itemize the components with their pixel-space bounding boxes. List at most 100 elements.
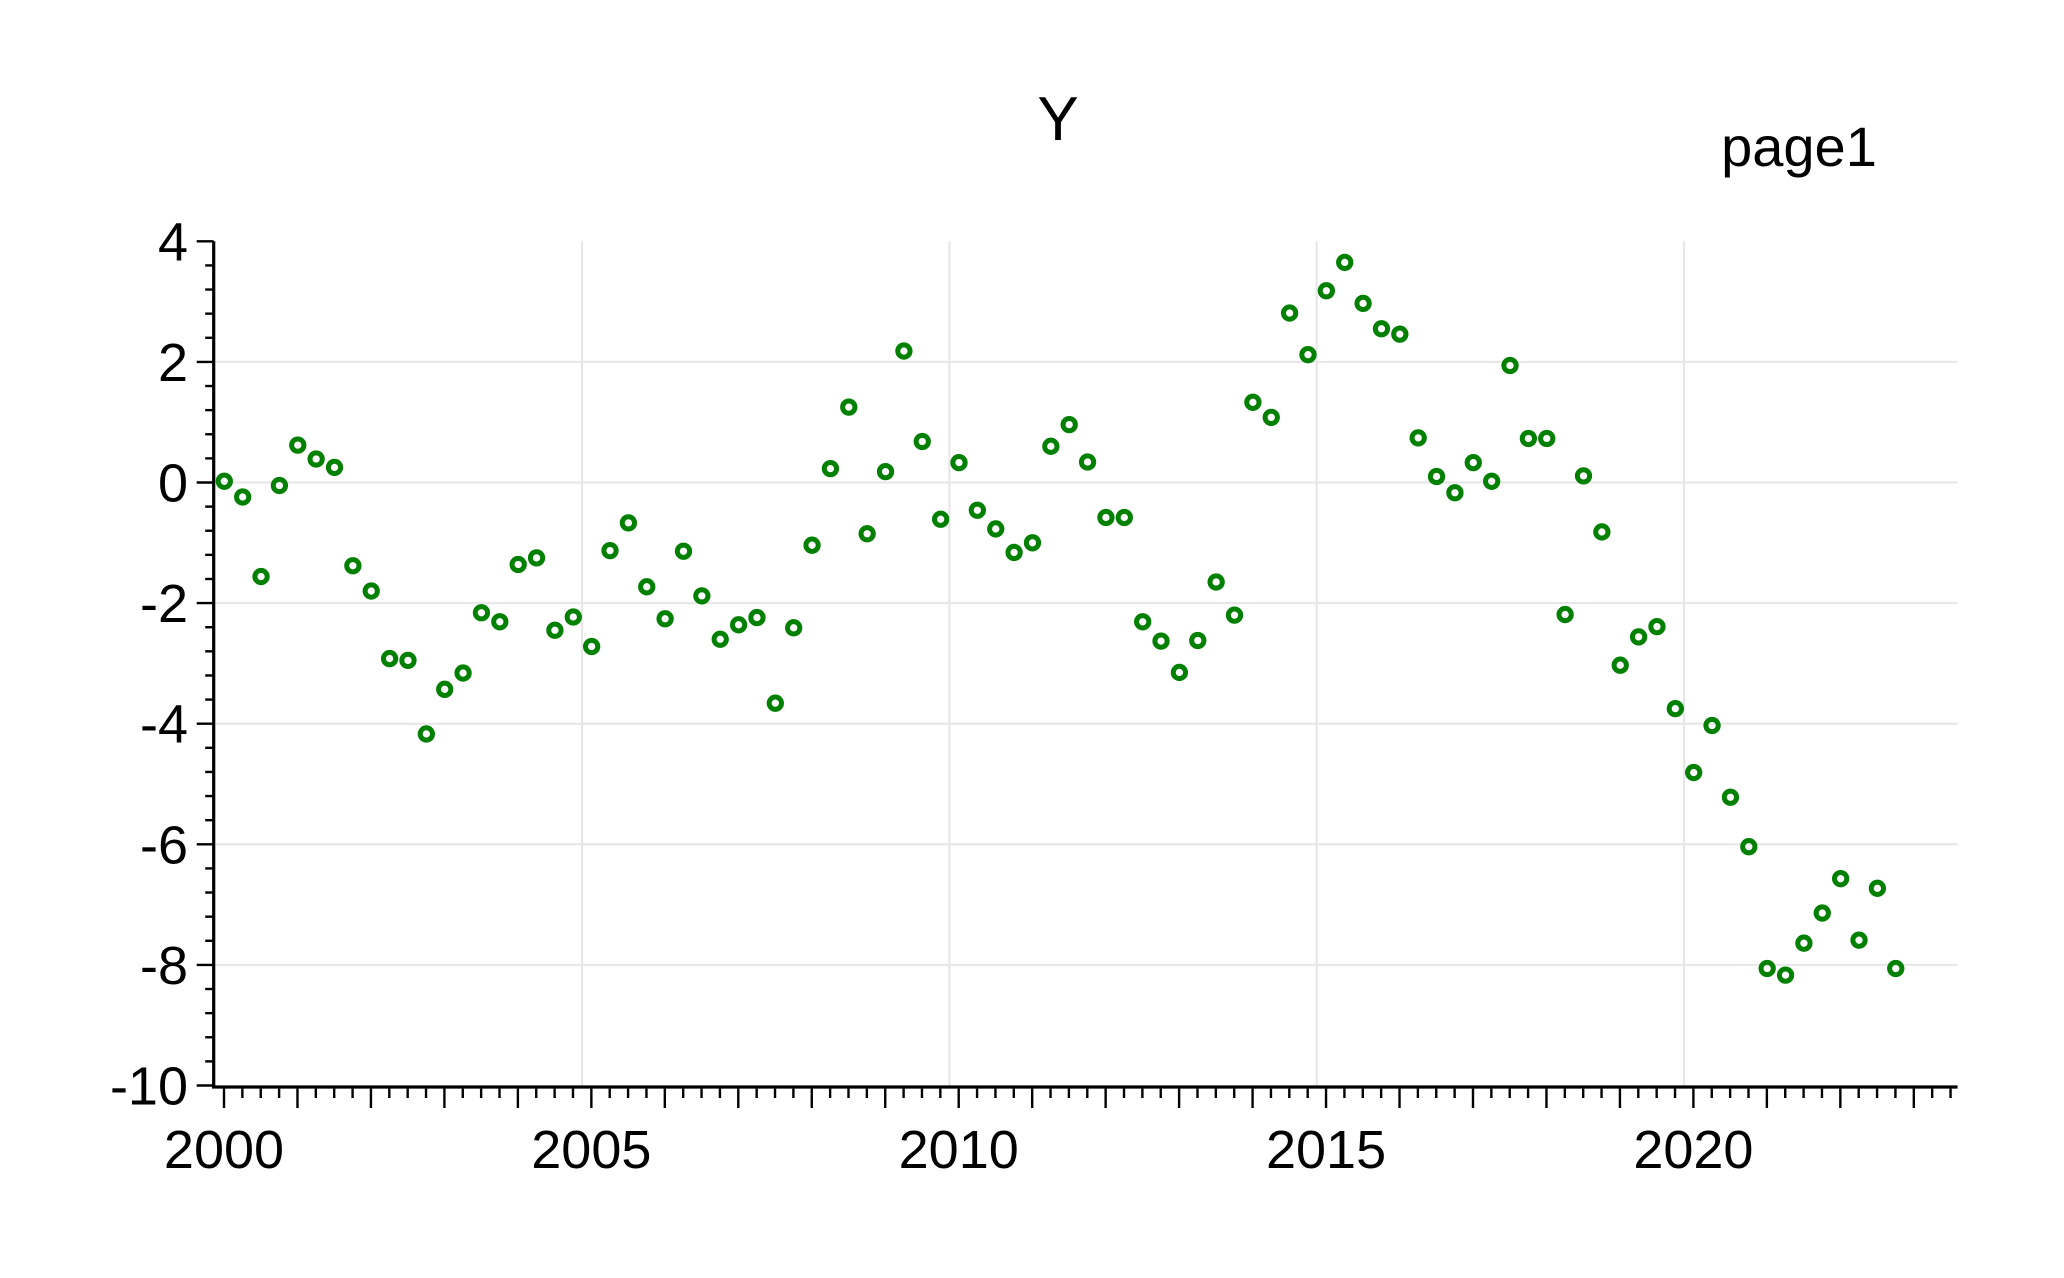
data-point xyxy=(1134,613,1152,631)
data-point xyxy=(1868,879,1887,897)
data-point xyxy=(1078,453,1097,471)
data-point xyxy=(1611,656,1629,674)
data-point xyxy=(950,453,968,472)
data-point xyxy=(674,542,693,560)
data-point xyxy=(1740,838,1758,856)
data-point xyxy=(1519,429,1538,448)
page-label: page1 xyxy=(1721,115,1877,178)
data-point xyxy=(1336,253,1354,272)
data-point xyxy=(1372,320,1391,338)
data-point xyxy=(619,514,638,532)
data-point xyxy=(362,582,380,600)
x-tick-label: 2000 xyxy=(164,1120,284,1180)
data-points xyxy=(215,253,1905,984)
data-point xyxy=(711,630,729,648)
data-point xyxy=(1317,282,1335,300)
data-point xyxy=(1115,508,1133,527)
x-tick-label: 2005 xyxy=(531,1120,651,1180)
data-point xyxy=(380,649,399,668)
data-point xyxy=(1354,294,1372,313)
data-point xyxy=(1703,716,1721,735)
data-point xyxy=(307,450,325,468)
y-tick-label: -8 xyxy=(140,936,188,996)
data-point xyxy=(527,549,546,567)
data-point xyxy=(1152,632,1170,650)
data-point xyxy=(1538,429,1556,448)
data-point xyxy=(1464,453,1482,472)
data-point xyxy=(1207,573,1225,591)
x-tick-label: 2015 xyxy=(1266,1120,1386,1180)
data-point xyxy=(1721,788,1740,806)
data-point xyxy=(1189,631,1207,650)
data-point xyxy=(546,621,564,639)
data-point xyxy=(748,608,766,627)
data-point xyxy=(1813,904,1831,922)
data-point xyxy=(472,604,491,622)
data-point xyxy=(803,536,821,554)
data-point xyxy=(1850,931,1868,949)
data-point xyxy=(325,458,344,477)
data-point xyxy=(583,637,601,656)
data-point xyxy=(656,610,674,628)
data-point xyxy=(1042,437,1060,455)
data-point xyxy=(564,608,582,626)
data-point xyxy=(1629,628,1648,646)
data-point xyxy=(1501,356,1519,375)
data-point xyxy=(858,525,876,543)
data-point xyxy=(840,398,858,416)
y-tick-label: 4 xyxy=(158,212,188,272)
y-tick-label: -6 xyxy=(140,815,188,875)
data-point xyxy=(913,432,931,451)
y-tick-label: 0 xyxy=(158,454,188,514)
data-point xyxy=(1005,543,1023,562)
data-point xyxy=(1262,408,1280,427)
data-point xyxy=(1280,304,1299,322)
data-point xyxy=(1427,467,1446,486)
data-point xyxy=(1887,959,1905,978)
chart-title: Y xyxy=(1037,85,1078,154)
y-tick-label: -10 xyxy=(110,1057,188,1117)
axis-ticks xyxy=(196,240,1952,1108)
data-point xyxy=(1244,393,1262,411)
data-point xyxy=(1648,617,1666,636)
data-point xyxy=(399,651,417,670)
data-point xyxy=(895,342,913,360)
data-point xyxy=(1685,763,1703,782)
data-point xyxy=(1831,870,1850,888)
data-point xyxy=(1483,472,1501,490)
data-point xyxy=(344,557,362,575)
data-point xyxy=(1097,508,1115,527)
data-point xyxy=(1023,534,1042,552)
data-point xyxy=(1795,934,1813,952)
data-point xyxy=(491,613,509,631)
data-point xyxy=(509,555,527,574)
data-point xyxy=(968,501,987,519)
data-point xyxy=(1776,966,1795,984)
data-point xyxy=(766,694,784,712)
x-tick-label: 2010 xyxy=(899,1120,1019,1180)
y-tick-label: 2 xyxy=(158,333,188,393)
data-point xyxy=(931,510,950,528)
data-point xyxy=(821,459,840,478)
data-point xyxy=(785,619,803,637)
data-point xyxy=(270,476,289,495)
data-point xyxy=(1574,467,1593,485)
data-point xyxy=(729,616,748,634)
data-point xyxy=(215,472,233,490)
x-tick-label: 2020 xyxy=(1633,1120,1753,1180)
data-point xyxy=(1758,959,1776,978)
data-point xyxy=(417,725,435,743)
data-point xyxy=(1446,484,1464,502)
data-point xyxy=(1666,699,1684,718)
data-point xyxy=(1170,663,1189,682)
data-point xyxy=(289,436,307,454)
data-point xyxy=(454,664,472,682)
y-tick-label: -2 xyxy=(140,574,188,634)
data-point xyxy=(601,541,619,560)
data-point xyxy=(876,462,895,481)
data-point xyxy=(1060,415,1078,434)
data-point xyxy=(1556,605,1574,624)
data-point xyxy=(1225,606,1244,624)
data-point xyxy=(693,587,711,605)
